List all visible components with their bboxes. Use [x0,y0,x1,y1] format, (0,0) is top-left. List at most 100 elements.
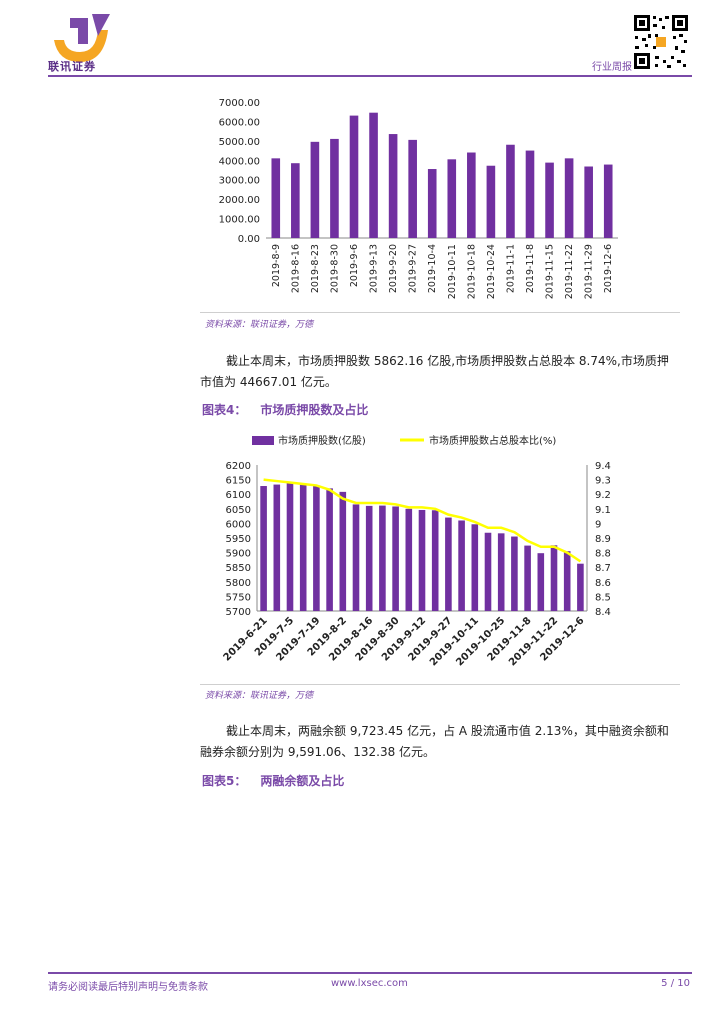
bar [497,533,505,611]
y-tick-label: 6000.00 [219,117,260,128]
figure5-caption: 两融余额及占比 [260,774,345,788]
bar [511,536,518,611]
bar [352,504,360,611]
report-type-label: 行业周报 [592,62,632,73]
bar [545,162,554,238]
y-tick-label: 4000.00 [219,156,260,167]
right-y-tick-label: 8.8 [595,549,611,560]
bar [299,484,307,611]
x-tick-label: 2019-8-23 [310,244,321,293]
left-y-tick-label: 6200 [226,461,251,472]
y-tick-label: 1000.00 [219,215,260,226]
x-tick-label: 2019-10-18 [466,244,477,299]
x-tick-label: 2019-9-13 [369,244,380,293]
bar [431,510,439,611]
x-tick-label: 2019-8-9 [271,244,282,287]
bar [369,112,378,238]
x-tick-label: 2019-10-4 [427,244,438,293]
x-tick-label: 2019-11-15 [545,244,556,299]
bar [273,484,281,611]
legend-label-bars: 市场质押股数(亿股) [278,434,366,447]
x-tick-label: 2019-12-6 [603,244,614,293]
x-tick-label: 2019-11-1 [505,244,516,293]
right-y-tick-label: 9 [595,519,601,530]
bar [563,551,571,611]
pledge-ratio-chart: 市场质押股数(亿股) 市场质押股数占总股本比(%) 6200 6150 6100 6050… [222,434,611,668]
bar [537,553,545,611]
pledge-bar-chart-container: 7000.00 6000.00 5000.00 4000.00 3000.00 2000.… [200,92,680,313]
bar [405,508,413,611]
bar [271,158,281,238]
ratio-line [263,478,582,563]
figure5-label: 图表5： [202,774,247,788]
y-tick-label: 5000.00 [219,137,260,148]
bar [525,150,535,238]
bar [392,506,399,611]
figure4-caption: 市场质押股数及占比 [260,403,369,417]
bar [388,134,398,238]
bar [445,517,452,611]
bar [291,163,300,238]
bar [564,158,574,238]
legend-label-line: 市场质押股数占总股本比(%) [429,434,556,447]
figure4-label: 图表4： [202,403,247,417]
bar [584,166,593,238]
bar [310,141,320,238]
footer-website: www.lxsec.com [331,978,408,989]
right-y-tick-label: 9.1 [595,505,611,516]
company-logo-text: 联讯证券 [48,60,96,73]
bar [379,505,386,611]
right-y-tick-label: 8.9 [595,534,611,545]
x-tick-label: 2019-11-22 [564,244,575,299]
x-tick-label: 2019-8-30 [329,244,340,293]
bar [286,482,294,611]
bar [486,165,496,238]
right-y-tick-label: 8.6 [595,578,611,589]
left-y-tick-label: 6150 [226,476,251,487]
right-y-tick-label: 8.4 [595,607,611,618]
x-tick-label: 2019-9-27 [408,244,419,293]
pledge-summary-paragraph: 截止本周末，市场质押股数 5862.16 亿股,市场质押股数占总股本 8.74%… [200,354,669,389]
bar [471,524,479,611]
company-logo [54,14,110,62]
figure5-title: 图表5： 两融余额及占比 [202,772,358,789]
page-number: 5 / 10 [661,978,690,989]
x-tick-label: 2019-9-20 [388,244,399,293]
bar [524,545,531,611]
right-y-tick-label: 8.7 [595,563,611,574]
x-tick-label: 2019-11-29 [584,244,595,299]
bar [550,545,558,611]
x-tick-label: 2019-11-8 [525,244,536,293]
bar [484,532,492,611]
left-y-tick-label: 5900 [226,549,251,560]
bar [467,152,476,238]
x-tick-label: 2019-8-16 [290,244,301,293]
chart2-source: 资料来源：联讯证券，万德 [205,691,314,701]
bar [418,509,426,611]
bar [447,159,457,238]
qr-code [633,14,689,70]
bar [603,164,613,238]
left-y-tick-label: 5850 [226,563,251,574]
footer-divider [48,972,692,974]
bar [330,138,339,238]
right-y-tick-label: 9.4 [595,461,611,472]
bar [365,505,373,611]
y-tick-label: 3000.00 [219,176,260,187]
left-y-tick-label: 6000 [226,519,251,530]
pledge-bar-chart: 7000.00 6000.00 5000.00 4000.00 3000.00 2000.… [219,98,618,299]
left-y-tick-label: 5750 [226,592,251,603]
y-tick-label: 2000.00 [219,195,260,206]
bar [427,169,437,238]
x-tick-label: 2019-10-24 [486,244,497,299]
left-y-tick-label: 6050 [226,505,251,516]
left-y-tick-label: 5800 [226,578,251,589]
right-y-tick-label: 9.3 [595,476,611,487]
pledge-ratio-chart-container: 市场质押股数(亿股) 市场质押股数占总股本比(%) 6200 6150 6100 6050… [200,424,680,685]
bar [260,486,267,611]
x-tick-label: 2019-9-6 [349,244,360,287]
bar [506,144,515,238]
header-divider [48,75,692,77]
left-y-tick-label: 6100 [226,490,251,501]
bar [313,485,320,611]
